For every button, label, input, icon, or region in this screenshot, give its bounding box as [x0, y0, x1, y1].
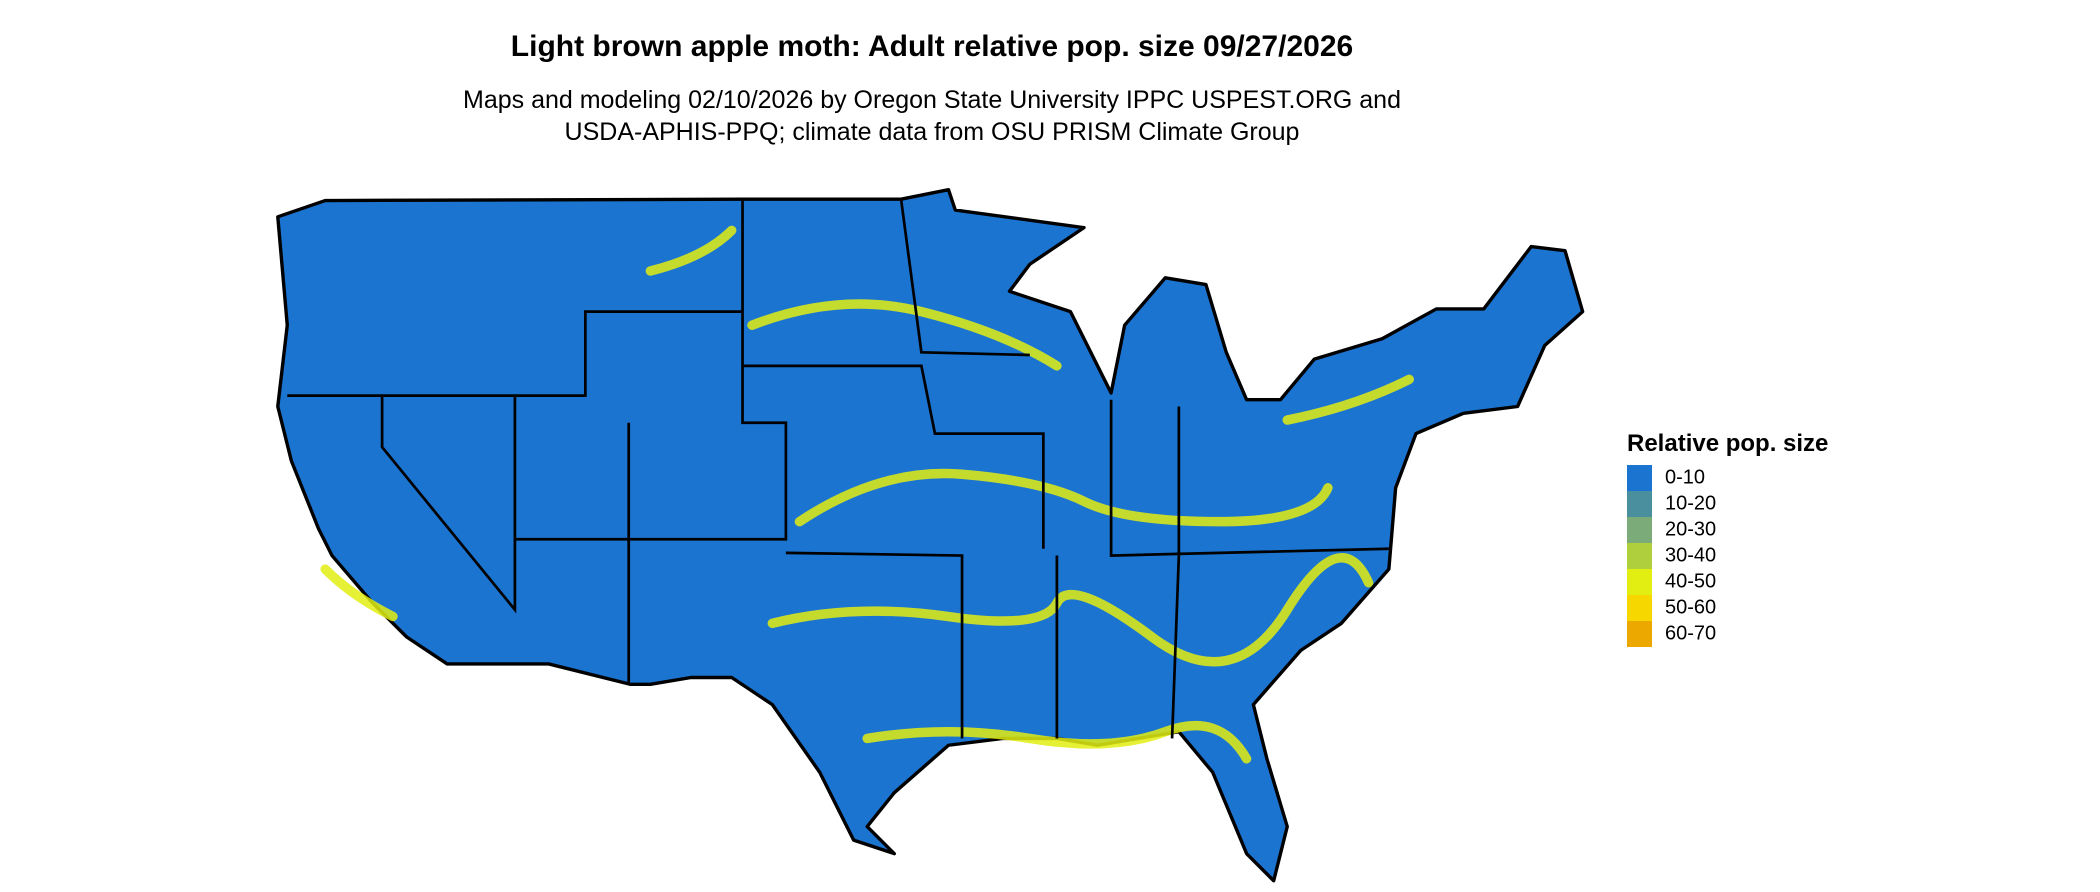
state-borders — [287, 199, 1389, 739]
legend-swatch — [1627, 465, 1652, 491]
legend-label: 30-40 — [1665, 544, 1716, 566]
legend-swatch — [1627, 569, 1652, 595]
legend-label: 50-60 — [1665, 596, 1716, 618]
us-outline — [276, 188, 1585, 883]
map-title: Light brown apple moth: Adult relative p… — [511, 30, 1353, 63]
suitability-bands — [320, 225, 1414, 764]
legend-swatch — [1627, 621, 1652, 647]
legend-swatch — [1627, 543, 1652, 569]
legend-label: 20-30 — [1665, 518, 1716, 540]
map-subtitle: Maps and modeling 02/10/2026 by Oregon S… — [463, 86, 1401, 114]
map-subtitle: USDA-APHIS-PPQ; climate data from OSU PR… — [565, 118, 1300, 146]
legend-label: 60-70 — [1665, 622, 1716, 644]
legend-swatch — [1627, 517, 1652, 543]
legend-title: Relative pop. size — [1627, 430, 1828, 457]
us-map — [276, 188, 1585, 883]
legend-label: 0-10 — [1665, 466, 1705, 488]
legend-label: 10-20 — [1665, 492, 1716, 514]
legend-label: 40-50 — [1665, 570, 1716, 592]
legend-swatch — [1627, 491, 1652, 517]
legend-swatch — [1627, 595, 1652, 621]
